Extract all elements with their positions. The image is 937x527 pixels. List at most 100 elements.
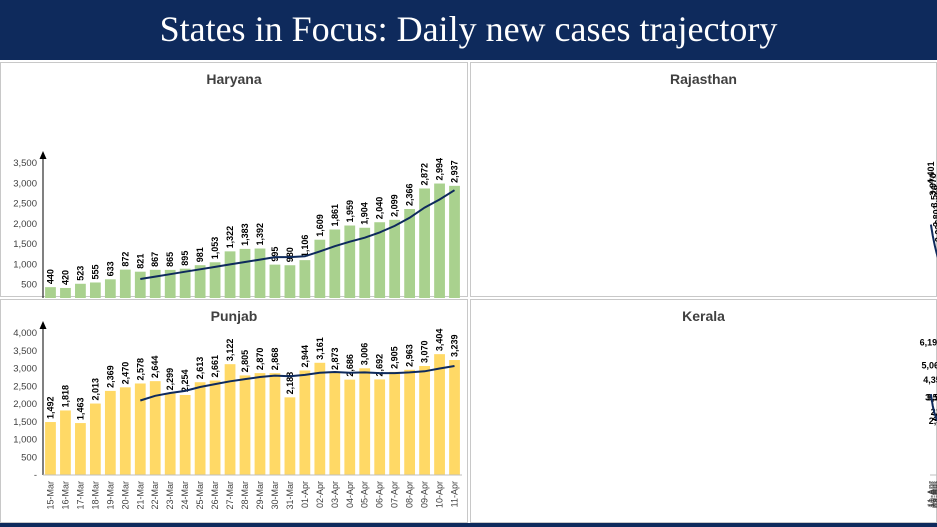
x-tick-label: 27-Mar — [225, 481, 235, 510]
bar — [284, 265, 296, 298]
bar — [164, 393, 176, 475]
x-tick-label: 11-Apr — [926, 481, 936, 507]
data-label: 1,106 — [300, 235, 310, 258]
bar — [89, 403, 101, 475]
bar — [449, 185, 460, 298]
y-tick-label: 1,000 — [13, 259, 37, 270]
bar — [299, 370, 311, 475]
data-label: 2,873 — [330, 347, 340, 370]
data-label: 2,944 — [300, 345, 310, 368]
x-tick-label: 30-Mar — [270, 481, 280, 510]
data-label: 555 — [90, 264, 100, 279]
bar — [374, 222, 386, 298]
data-label: 1,959 — [345, 200, 355, 223]
data-label: 633 — [105, 261, 115, 276]
x-tick-label: 08-Apr — [931, 481, 937, 508]
data-label: 3,070 — [420, 340, 430, 363]
y-tick-label: 1,500 — [13, 239, 37, 250]
y-tick-label: 2,000 — [13, 399, 37, 410]
bar — [359, 227, 371, 298]
data-label: 6,194 — [920, 337, 937, 347]
bar — [149, 269, 161, 298]
data-label: 4,353 — [923, 375, 937, 385]
bar — [419, 188, 430, 298]
bar — [149, 381, 161, 475]
data-label: 867 — [150, 252, 160, 267]
bar — [389, 371, 401, 475]
data-label: 1,322 — [225, 226, 235, 249]
data-label: 523 — [75, 266, 85, 281]
trend-line — [139, 365, 455, 402]
bottom-bar — [0, 523, 937, 527]
bar — [194, 265, 206, 298]
x-tick-label: 25-Mar — [195, 481, 205, 510]
data-label: 2,801 — [932, 204, 937, 227]
bar — [224, 251, 236, 298]
x-tick-label: 21-Mar — [135, 481, 145, 510]
y-axis-arrow — [39, 321, 47, 329]
bar — [209, 262, 221, 298]
x-tick-label: 06-Apr — [375, 481, 385, 508]
bar — [419, 366, 430, 475]
bar — [329, 229, 341, 298]
data-label: 980 — [285, 247, 295, 262]
y-tick-label: 2,500 — [13, 381, 37, 392]
data-label: 3,970 — [928, 173, 937, 196]
x-tick-label: 02-Apr — [315, 481, 325, 508]
data-label: 420 — [60, 270, 70, 285]
chart-rajasthan: -5001,0001,5002,0002,5003,0003,5004,0004… — [926, 162, 937, 258]
bar — [134, 271, 146, 298]
data-label: 2,805 — [240, 350, 250, 373]
data-label: 2,470 — [120, 362, 130, 385]
bar — [179, 268, 191, 298]
data-label: 4,401 — [926, 162, 936, 185]
x-tick-label: 23-Mar — [165, 481, 175, 510]
data-label: 2,692 — [375, 354, 385, 377]
data-label: 2,040 — [375, 197, 385, 220]
data-label: 2,868 — [270, 348, 280, 371]
bar — [60, 287, 71, 298]
chart-title: Rajasthan — [670, 71, 737, 87]
bar — [344, 379, 356, 475]
data-label: 3,526 — [930, 185, 937, 208]
data-label: 2,661 — [210, 355, 220, 378]
data-label: 1,053 — [210, 237, 220, 260]
bar — [134, 383, 146, 475]
data-label: 2,357 — [929, 416, 937, 426]
data-label: 2,994 — [435, 158, 445, 181]
bar — [254, 248, 266, 298]
y-tick-label: 3,500 — [13, 346, 37, 357]
data-label: 865 — [165, 252, 175, 267]
data-label: 2,613 — [195, 357, 205, 380]
data-label: 1,904 — [360, 202, 370, 225]
data-label: 2,188 — [285, 372, 295, 395]
bar — [194, 382, 206, 475]
data-label: 1,492 — [45, 397, 55, 420]
data-label: 995 — [270, 247, 280, 262]
bar — [75, 423, 86, 475]
bar — [254, 373, 266, 475]
data-label: 1,383 — [240, 223, 250, 246]
chart-punjab: - 500 1,000 1,500 2,000 2,500 3,000 3,500 4,000 1… — [13, 321, 462, 510]
bar — [104, 279, 116, 298]
x-tick-label: 01-Apr — [300, 481, 310, 508]
data-label: 2,236 — [934, 220, 937, 243]
x-tick-label: 16-Mar — [60, 481, 70, 510]
data-label: 895 — [180, 251, 190, 266]
data-label: 2,099 — [390, 194, 400, 217]
data-label: 3,161 — [315, 337, 325, 360]
data-label: 1,609 — [315, 214, 325, 237]
bar — [359, 368, 371, 475]
y-tick-label: 2,500 — [13, 199, 37, 210]
x-tick-label: 09-Apr — [420, 481, 430, 508]
bar — [389, 219, 401, 298]
x-tick-label: 31-Mar — [285, 481, 295, 510]
x-tick-label: 09-Apr — [930, 481, 937, 508]
x-tick-label: 24-Mar — [180, 481, 190, 510]
chart-title: Punjab — [210, 308, 258, 324]
bar — [449, 360, 460, 475]
bar — [45, 287, 56, 298]
x-tick-label: 07-Apr — [933, 481, 937, 508]
x-tick-label: 04-Apr — [345, 481, 355, 508]
y-tick-label: 2,000 — [13, 219, 37, 230]
